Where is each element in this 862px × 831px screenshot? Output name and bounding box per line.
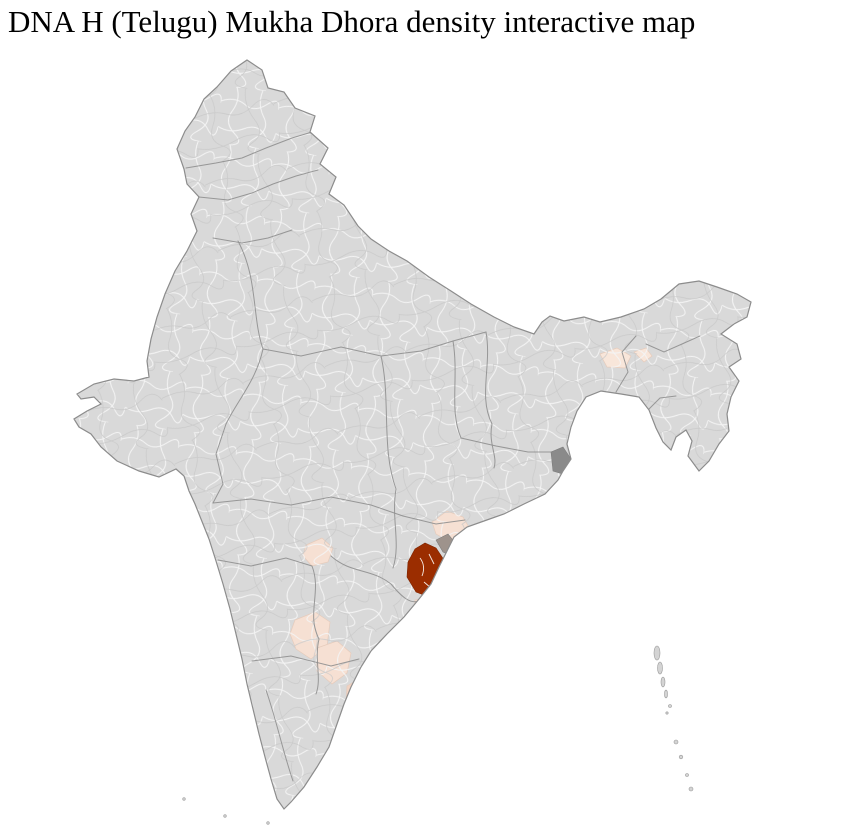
lakshadweep-islands <box>182 797 270 825</box>
district-borders-texture-alt <box>74 60 751 809</box>
map-title: DNA H (Telugu) Mukha Dhora density inter… <box>8 4 696 39</box>
state-boundaries <box>185 131 701 782</box>
district-coastal-strip[interactable] <box>439 550 475 605</box>
andaman-nicobar-islands <box>653 645 694 792</box>
